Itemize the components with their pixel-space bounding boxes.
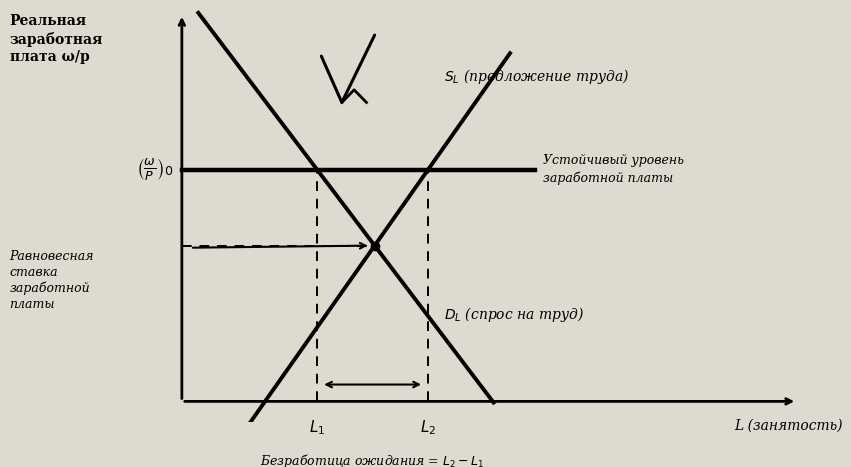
Text: $L_2$: $L_2$ bbox=[420, 418, 436, 437]
Text: Устойчивый уровень
заработной платы: Устойчивый уровень заработной платы bbox=[543, 155, 683, 185]
Text: L (занятость): L (занятость) bbox=[734, 418, 843, 432]
Text: $L_1$: $L_1$ bbox=[309, 418, 325, 437]
Text: Равновесная
ставка
заработной
платы: Равновесная ставка заработной платы bbox=[9, 250, 94, 311]
Text: $D_L$ (спрос на труд): $D_L$ (спрос на труд) bbox=[444, 304, 585, 324]
Text: $S_L$ (предложение труда): $S_L$ (предложение труда) bbox=[444, 67, 630, 85]
Text: $\left(\frac{\omega}{P}\right)_0$: $\left(\frac{\omega}{P}\right)_0$ bbox=[135, 157, 174, 183]
Text: Безработица ожидания = $L_2-L_1$: Безработица ожидания = $L_2-L_1$ bbox=[260, 452, 485, 467]
Text: Реальная
заработная
плата ω/p: Реальная заработная плата ω/p bbox=[9, 14, 103, 64]
